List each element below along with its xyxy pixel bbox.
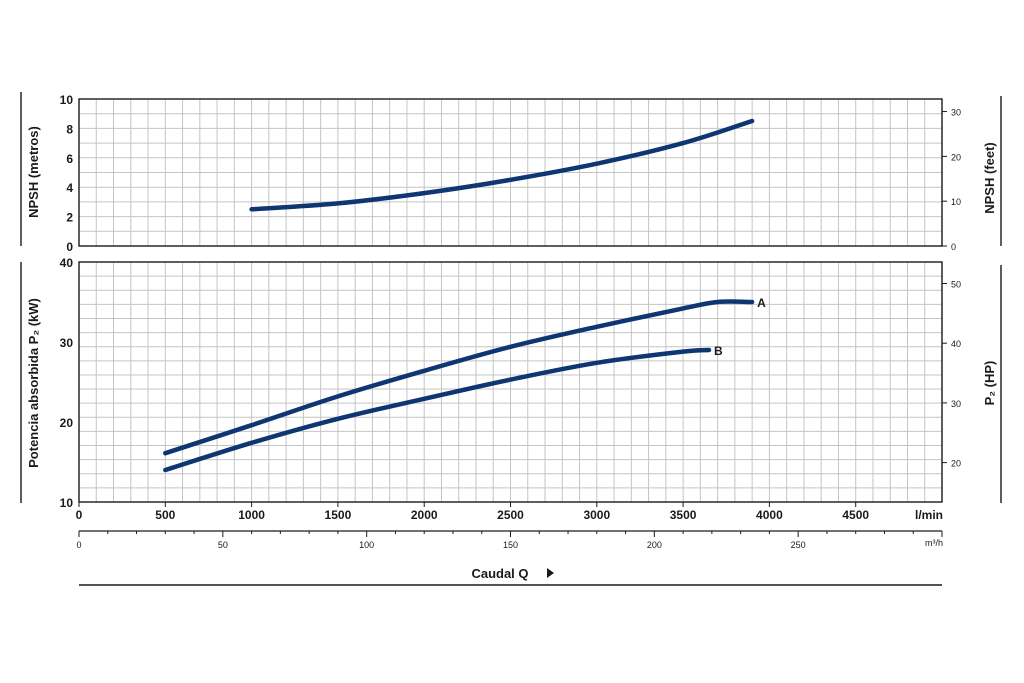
xtick-label: 2000 [411,508,438,522]
xtick-label: 4500 [842,508,869,522]
power-curve-a [163,299,755,456]
xtick-label: 3000 [583,508,610,522]
xtick-label: 2500 [497,508,524,522]
power-ylabel: Potencia absorbida P₂ (kW) [26,298,41,468]
series-label-a: A [757,296,766,310]
power-ytick-label: 10 [60,496,74,510]
xtick-label: 1000 [238,508,265,522]
npsh-y2tick-label: 30 [951,108,961,118]
power-y2tick-label: 30 [951,399,961,409]
npsh-ytick-label: 6 [66,152,73,166]
frame-layer [20,92,1002,586]
npsh-y2tick-label: 10 [951,197,961,207]
npsh-ytick-label: 4 [66,181,73,195]
x-axis-title: Caudal Q [471,566,528,581]
x2tick-label: 200 [647,540,662,550]
npsh-ylabel: NPSH (metros) [26,126,41,218]
power-y2tick-label: 40 [951,339,961,349]
xtick-label: 500 [155,508,175,522]
npsh-ytick-label: 8 [66,122,73,136]
npsh-y2tick-label: 0 [951,242,956,252]
curve-layer [163,118,755,473]
power-y2tick-label: 50 [951,279,961,289]
npsh-ytick-label: 2 [66,211,73,225]
npsh-panel-frame [78,98,943,247]
xtick-label: 3500 [670,508,697,522]
npsh-y2label: NPSH (feet) [982,142,997,214]
x2-unit-label: m³/h [925,538,943,548]
x2tick-label: 100 [359,540,374,550]
power-ytick-label: 40 [60,256,74,270]
x2tick-label: 50 [218,540,228,550]
power-y2tick-label: 20 [951,459,961,469]
series-label-b: B [714,344,723,358]
xtick-label: 1500 [325,508,352,522]
npsh-ytick-label: 0 [66,240,73,254]
power-curve-b [163,347,712,473]
npsh-curve [249,118,755,212]
npsh-ytick-label: 10 [60,93,74,107]
xtick-label: 4000 [756,508,783,522]
x2tick-label: 150 [503,540,518,550]
power-ytick-label: 30 [60,336,74,350]
x2tick-label: 0 [76,540,81,550]
power-y2label: P₂ (HP) [982,361,997,406]
x-unit-label: l/min [915,508,943,522]
x-axis-arrow-icon [547,568,554,578]
x2tick-label: 250 [791,540,806,550]
power-ytick-label: 20 [60,416,74,430]
grid-layer [79,99,942,502]
npsh-y2tick-label: 20 [951,152,961,162]
xtick-label: 0 [76,508,83,522]
